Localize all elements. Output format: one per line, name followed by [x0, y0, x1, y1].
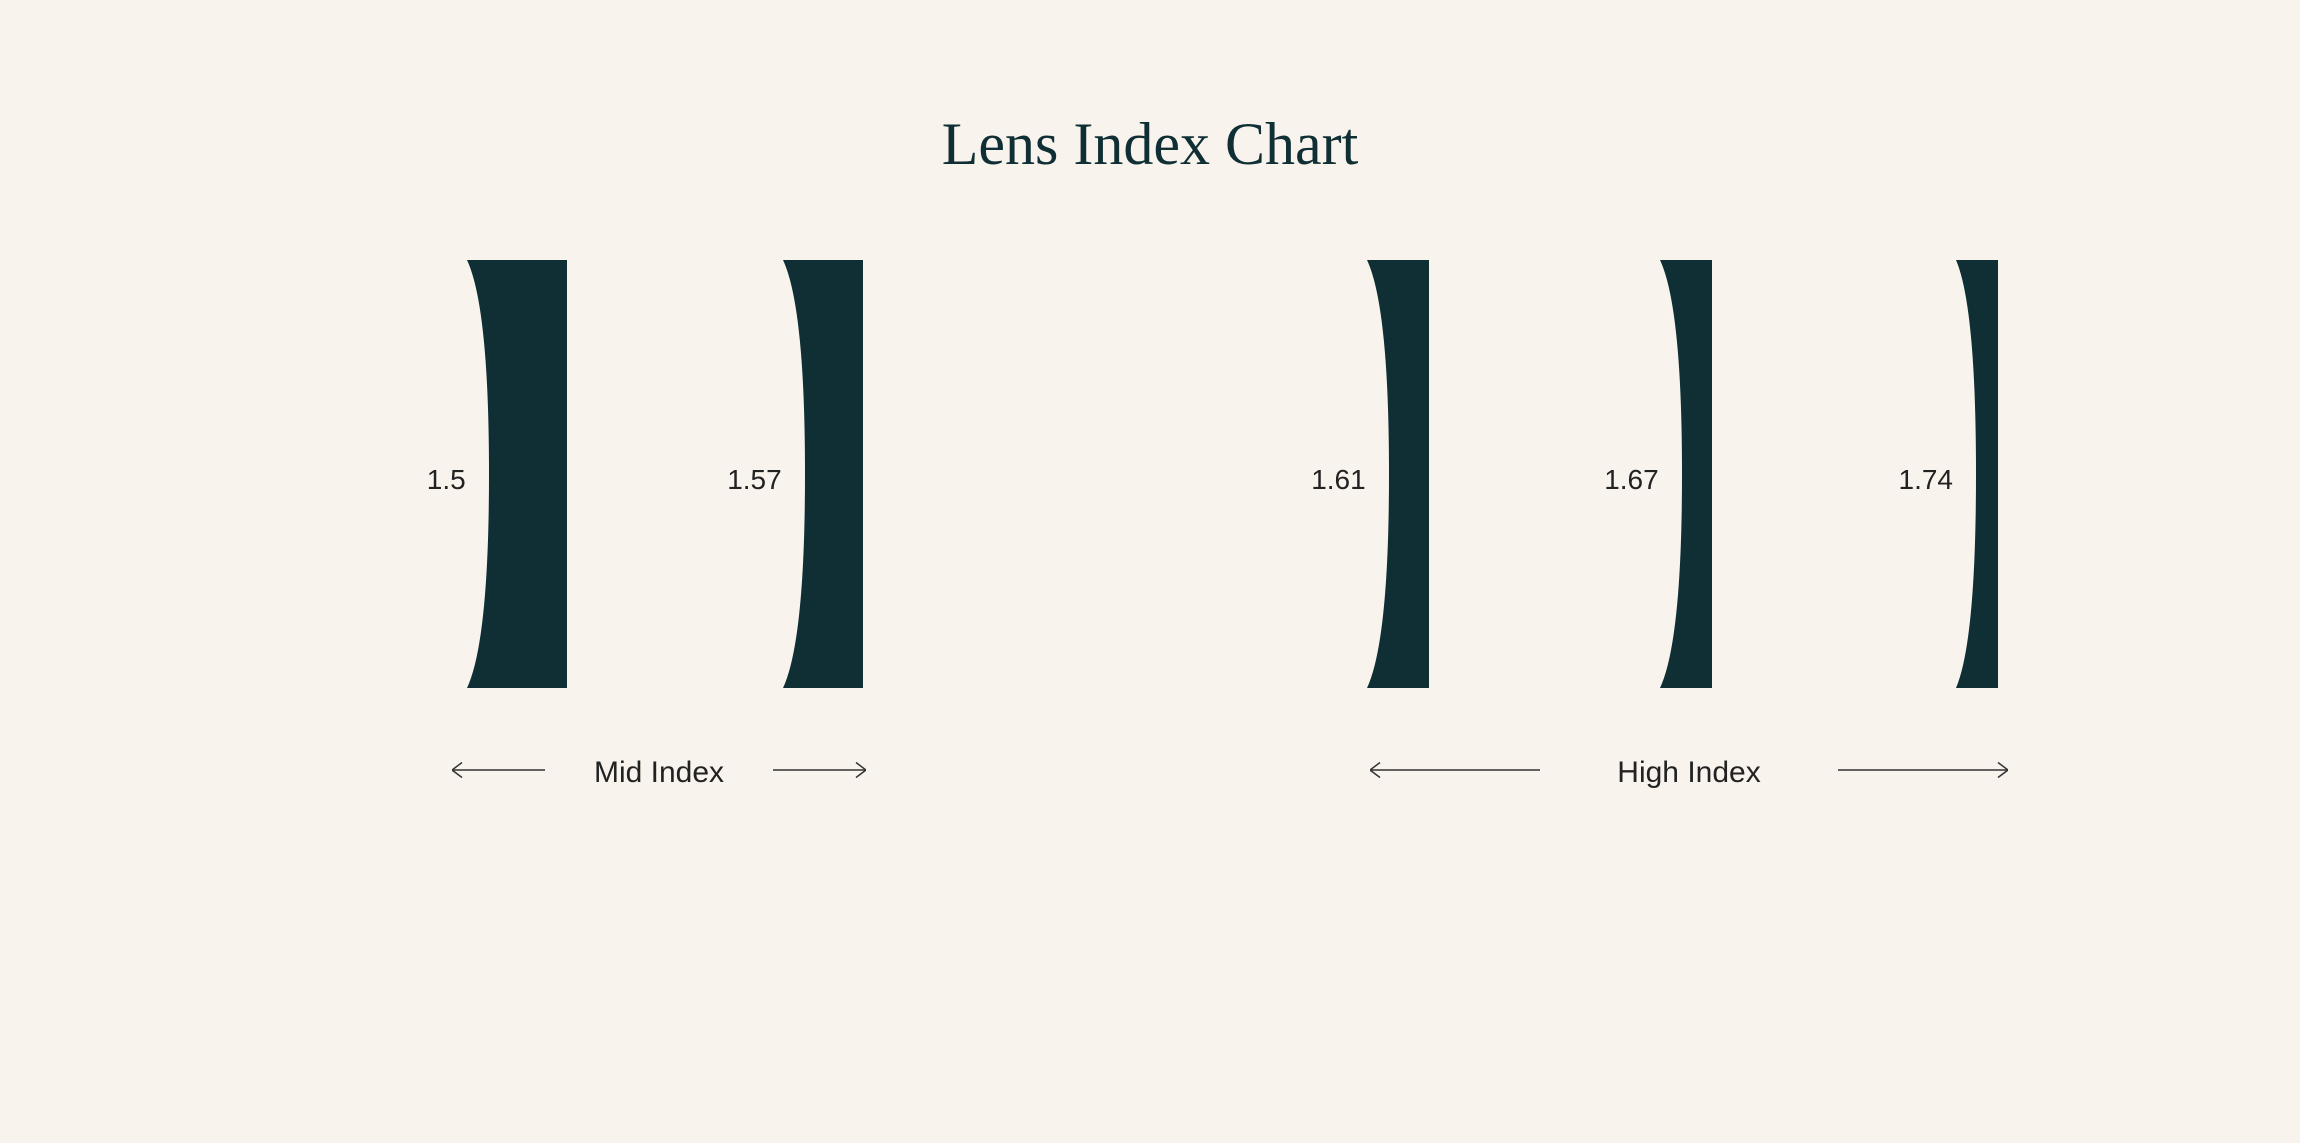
lens-shape: [467, 260, 569, 688]
group-label: High Index: [1579, 756, 1799, 790]
lens-shape: [1956, 260, 2000, 688]
lens-shape: [783, 260, 865, 688]
group-label: Mid Index: [559, 756, 759, 790]
lens-index-label: 1.5: [366, 464, 466, 496]
arrow-left-icon: [1370, 758, 1540, 782]
lens-index-label: 1.61: [1266, 464, 1366, 496]
chart-title: Lens Index Chart: [0, 110, 2300, 179]
lens-index-chart: Lens Index Chart 1.5 1.57 1.61 1.67 1.74 Mid …: [0, 0, 2300, 1143]
lens-index-label: 1.67: [1559, 464, 1659, 496]
lens-shape: [1367, 260, 1431, 688]
arrow-left-icon: [452, 758, 545, 782]
arrow-right-icon: [1838, 758, 2008, 782]
lens-index-label: 1.57: [682, 464, 782, 496]
lens-shape: [1660, 260, 1714, 688]
lens-index-label: 1.74: [1853, 464, 1953, 496]
arrow-right-icon: [773, 758, 866, 782]
